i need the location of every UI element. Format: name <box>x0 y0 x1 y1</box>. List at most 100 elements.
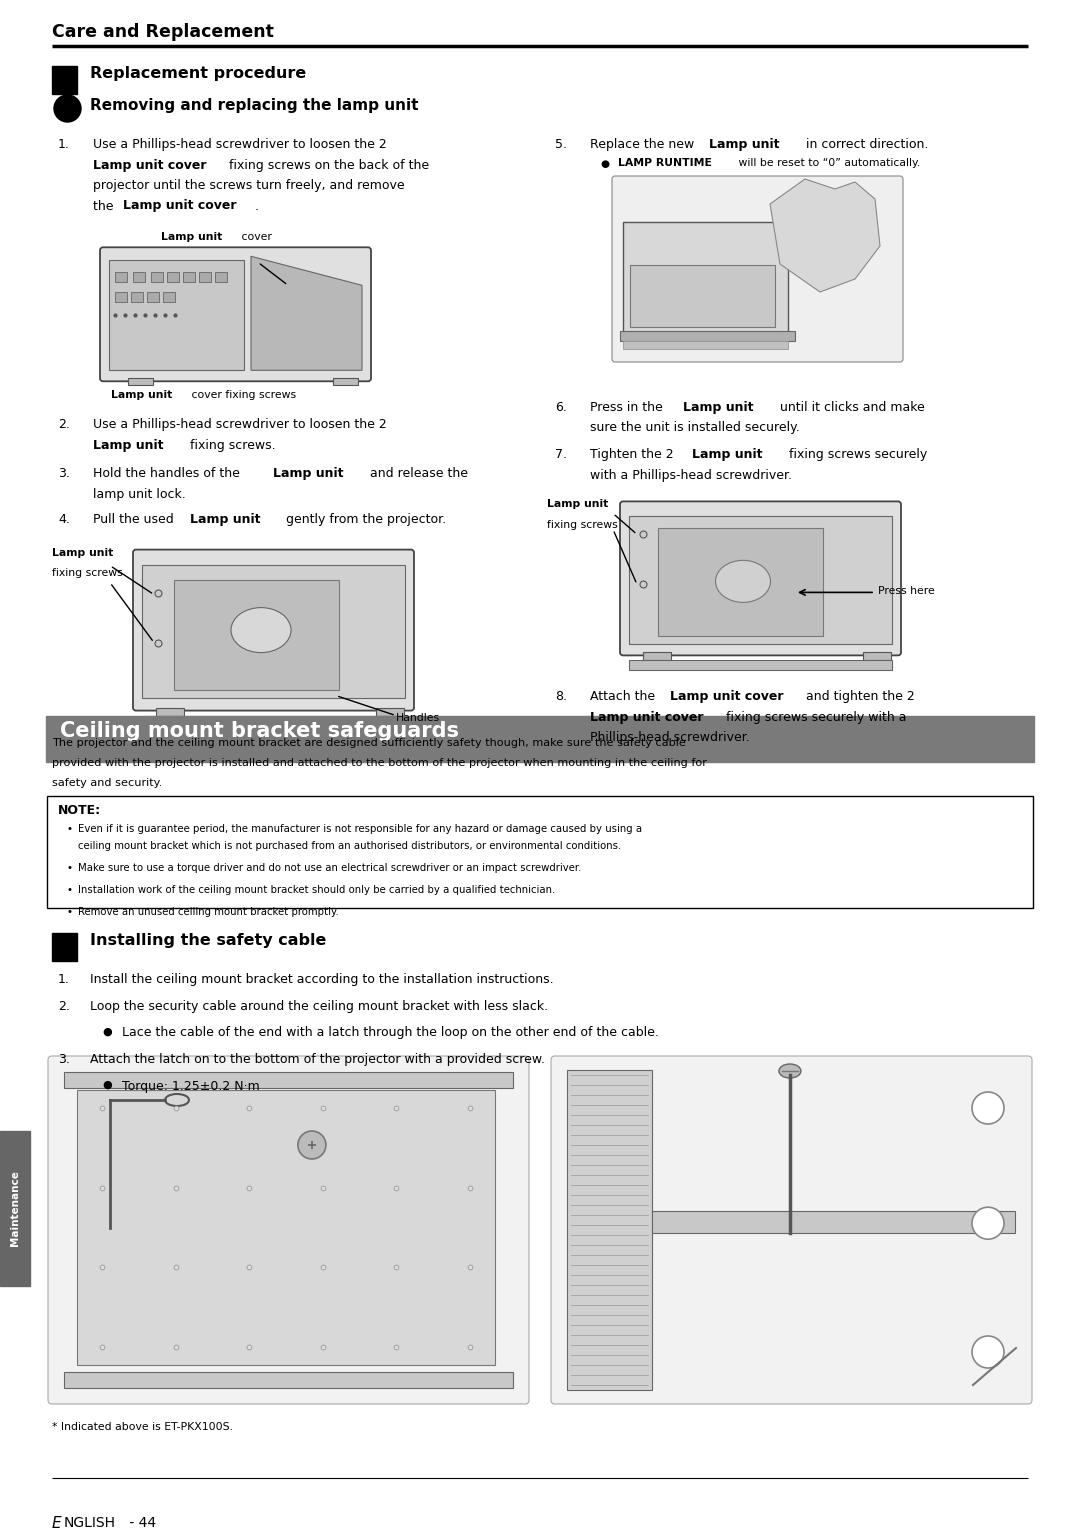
Ellipse shape <box>298 1131 326 1160</box>
Text: Care and Replacement: Care and Replacement <box>52 23 274 41</box>
Text: Ceiling mount bracket safeguards: Ceiling mount bracket safeguards <box>60 721 459 741</box>
Text: 1.: 1. <box>58 973 70 986</box>
Bar <box>215 272 227 283</box>
Text: Use a Phillips-head screwdriver to loosen the 2: Use a Phillips-head screwdriver to loose… <box>93 419 387 431</box>
Bar <box>64 1372 513 1387</box>
Bar <box>863 652 891 660</box>
Text: in correct direction.: in correct direction. <box>801 138 928 151</box>
Text: Lamp unit: Lamp unit <box>546 500 608 509</box>
Text: gently from the projector.: gently from the projector. <box>283 512 447 526</box>
Text: 7.: 7. <box>555 448 567 461</box>
Text: NOTE:: NOTE: <box>58 804 102 817</box>
Text: Make sure to use a torque driver and do not use an electrical screwdriver or an : Make sure to use a torque driver and do … <box>78 863 581 872</box>
Ellipse shape <box>972 1207 1004 1239</box>
Ellipse shape <box>972 1335 1004 1368</box>
Bar <box>156 707 184 715</box>
Bar <box>652 1212 1015 1233</box>
Text: .: . <box>255 200 258 212</box>
Text: Handles: Handles <box>396 712 441 723</box>
Text: Lace the cable of the end with a latch through the loop on the other end of the : Lace the cable of the end with a latch t… <box>122 1027 659 1039</box>
Text: Lamp unit cover: Lamp unit cover <box>590 711 703 724</box>
Text: Lamp unit: Lamp unit <box>189 512 260 526</box>
Polygon shape <box>251 257 362 370</box>
Text: •: • <box>66 863 72 872</box>
Text: Lamp unit: Lamp unit <box>111 390 172 400</box>
Text: fixing screws.: fixing screws. <box>186 439 275 452</box>
FancyBboxPatch shape <box>551 1056 1032 1404</box>
Text: Phillips-head screwdriver.: Phillips-head screwdriver. <box>590 732 750 744</box>
Circle shape <box>54 95 81 122</box>
FancyBboxPatch shape <box>620 501 901 656</box>
Text: lamp unit lock.: lamp unit lock. <box>93 487 186 501</box>
Text: Tighten the 2: Tighten the 2 <box>590 448 677 461</box>
Text: with a Phillips-head screwdriver.: with a Phillips-head screwdriver. <box>590 469 792 481</box>
Text: Remove an unused ceiling mount bracket promptly.: Remove an unused ceiling mount bracket p… <box>78 908 339 917</box>
Bar <box>567 1070 652 1390</box>
Text: Lamp unit: Lamp unit <box>161 232 222 243</box>
FancyBboxPatch shape <box>612 176 903 362</box>
Bar <box>147 292 159 303</box>
Text: 8.: 8. <box>555 691 567 703</box>
Bar <box>46 717 1034 762</box>
Text: Lamp unit: Lamp unit <box>52 547 113 558</box>
FancyBboxPatch shape <box>100 248 372 382</box>
Bar <box>77 1089 495 1365</box>
Bar <box>643 652 671 660</box>
Text: cover fixing screws: cover fixing screws <box>188 390 296 400</box>
Text: Attach the latch on to the bottom of the projector with a provided screw.: Attach the latch on to the bottom of the… <box>90 1053 545 1067</box>
Bar <box>163 292 175 303</box>
Text: provided with the projector is installed and attached to the bottom of the proje: provided with the projector is installed… <box>52 758 707 769</box>
Bar <box>131 292 143 303</box>
Ellipse shape <box>779 1063 801 1077</box>
Text: •: • <box>66 908 72 917</box>
Text: ●: ● <box>600 159 609 168</box>
Text: Press in the: Press in the <box>590 400 666 414</box>
Bar <box>167 272 179 283</box>
Text: sure the unit is installed securely.: sure the unit is installed securely. <box>590 422 800 434</box>
Text: 6.: 6. <box>555 400 567 414</box>
Bar <box>52 934 77 961</box>
Text: * Indicated above is ET-PKX100S.: * Indicated above is ET-PKX100S. <box>52 1423 233 1432</box>
Text: fixing screws: fixing screws <box>52 568 123 578</box>
Bar <box>183 272 195 283</box>
Text: the: the <box>93 200 118 212</box>
Text: will be reset to “0” automatically.: will be reset to “0” automatically. <box>735 159 920 168</box>
Text: ●: ● <box>102 1080 111 1089</box>
Text: The projector and the ceiling mount bracket are designed sufficiently safety tho: The projector and the ceiling mount brac… <box>52 738 686 749</box>
Text: 5.: 5. <box>555 138 567 151</box>
Bar <box>629 516 892 645</box>
Text: fixing screws on the back of the: fixing screws on the back of the <box>225 159 429 171</box>
Bar <box>141 715 405 726</box>
Bar <box>630 264 775 327</box>
FancyBboxPatch shape <box>48 1056 529 1404</box>
Bar <box>114 272 127 283</box>
Text: Lamp unit cover: Lamp unit cover <box>670 691 783 703</box>
Bar <box>64 1073 513 1088</box>
Bar <box>199 272 211 283</box>
Text: Lamp unit: Lamp unit <box>692 448 762 461</box>
Text: and release the: and release the <box>366 468 468 480</box>
Text: 2.: 2. <box>58 999 70 1013</box>
Text: Replacement procedure: Replacement procedure <box>90 66 307 81</box>
Text: safety and security.: safety and security. <box>52 778 162 788</box>
Text: cover: cover <box>238 232 271 243</box>
Ellipse shape <box>715 561 770 602</box>
Bar <box>623 341 788 348</box>
Bar <box>620 332 795 341</box>
Bar <box>109 260 244 370</box>
Bar <box>174 579 339 689</box>
Text: 1.: 1. <box>58 138 70 151</box>
Ellipse shape <box>231 608 291 652</box>
Text: Press here: Press here <box>878 587 935 596</box>
Text: ●: ● <box>102 1027 111 1036</box>
Text: Installing the safety cable: Installing the safety cable <box>90 934 326 947</box>
Text: Install the ceiling mount bracket according to the installation instructions.: Install the ceiling mount bracket accord… <box>90 973 554 986</box>
Text: Pull the used: Pull the used <box>93 512 178 526</box>
Text: 3.: 3. <box>58 1053 70 1067</box>
Text: •: • <box>66 885 72 895</box>
Text: projector until the screws turn freely, and remove: projector until the screws turn freely, … <box>93 179 405 193</box>
Bar <box>0 1131 30 1285</box>
Text: until it clicks and make: until it clicks and make <box>777 400 924 414</box>
Text: Lamp unit: Lamp unit <box>708 138 779 151</box>
Bar <box>629 660 892 671</box>
